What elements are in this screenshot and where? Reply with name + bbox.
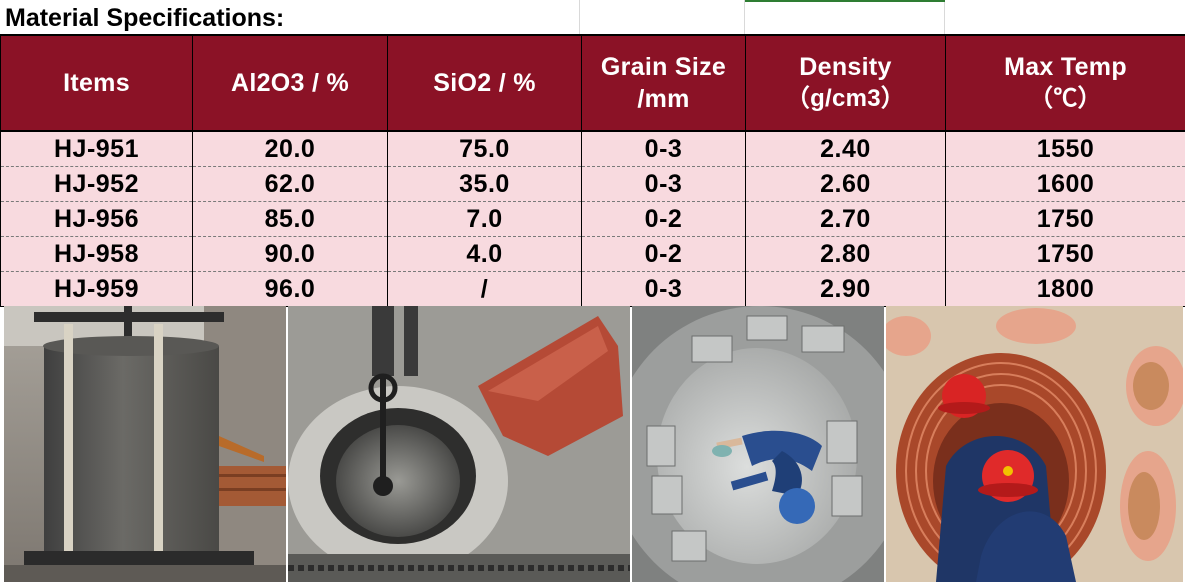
grid-cell	[386, 0, 580, 34]
crucible-photo-illustration	[4, 306, 286, 582]
header-label: Al2O3 / %	[230, 69, 350, 97]
header-label: SiO2 / %	[433, 69, 536, 97]
crucible-chain-photo-illustration	[288, 306, 630, 582]
header-unit: （℃）	[1029, 85, 1102, 112]
grid-cell	[580, 0, 745, 34]
cell-al2o3: 20.0	[192, 131, 388, 167]
header-al2o3: Al2O3 / %	[192, 34, 388, 132]
cell-item: HJ-952	[0, 166, 193, 202]
cell-al2o3: 62.0	[192, 166, 388, 202]
cell-grain-size: 0-2	[581, 236, 746, 272]
cell-density: 2.80	[745, 236, 946, 272]
header-label: Density	[799, 53, 892, 81]
cell-density: 2.90	[745, 271, 946, 307]
cell-sio2: 7.0	[387, 201, 582, 237]
table-header-row: Items Al2O3 / % SiO2 / % Grain Size /mm …	[0, 34, 1185, 132]
lined-induction-crucible-photo	[4, 306, 286, 582]
header-unit: （g/cm3）	[785, 85, 906, 112]
table-row: HJ-956 85.0 7.0 0-2 2.70 1750	[0, 201, 1185, 237]
cell-grain-size: 0-3	[581, 166, 746, 202]
header-label: Max Temp	[1004, 53, 1127, 81]
table-row: HJ-951 20.0 75.0 0-3 2.40 1550	[0, 131, 1185, 167]
header-grain-size: Grain Size /mm	[581, 34, 746, 132]
worker-lining-photo-illustration	[632, 306, 884, 582]
cell-sio2: /	[387, 271, 582, 307]
worker-installing-lining-inside-furnace-photo	[632, 306, 884, 582]
cell-density: 2.60	[745, 166, 946, 202]
cell-max-temp: 1750	[945, 236, 1185, 272]
brick-lining-photo-illustration	[886, 306, 1183, 582]
cell-item: HJ-959	[0, 271, 193, 307]
header-unit: /mm	[637, 85, 690, 113]
crucible-lining-with-lifting-chain-photo	[288, 306, 630, 582]
cell-max-temp: 1800	[945, 271, 1185, 307]
cell-al2o3: 85.0	[192, 201, 388, 237]
cell-max-temp: 1550	[945, 131, 1185, 167]
cell-max-temp: 1600	[945, 166, 1185, 202]
header-label: Items	[63, 69, 130, 97]
table-row: HJ-959 96.0 / 0-3 2.90 1800	[0, 271, 1185, 307]
cell-al2o3: 96.0	[192, 271, 388, 307]
cell-sio2: 75.0	[387, 131, 582, 167]
title-row: Material Specifications:	[0, 0, 1185, 34]
cell-al2o3: 90.0	[192, 236, 388, 272]
grid-cell	[745, 0, 945, 34]
header-items: Items	[0, 34, 193, 132]
cell-item: HJ-958	[0, 236, 193, 272]
cell-item: HJ-956	[0, 201, 193, 237]
cell-sio2: 4.0	[387, 236, 582, 272]
sheet-title: Material Specifications:	[5, 4, 285, 32]
header-density: Density （g/cm3）	[745, 34, 946, 132]
table-row: HJ-958 90.0 4.0 0-2 2.80 1750	[0, 236, 1185, 272]
cell-grain-size: 0-2	[581, 201, 746, 237]
cell-density: 2.70	[745, 201, 946, 237]
header-label: Grain Size	[600, 53, 727, 81]
cell-grain-size: 0-3	[581, 131, 746, 167]
workers-in-red-helmets-building-brick-lining-photo	[886, 306, 1183, 582]
cell-item: HJ-951	[0, 131, 193, 167]
grid-cell	[945, 0, 1185, 34]
material-spec-table: Items Al2O3 / % SiO2 / % Grain Size /mm …	[0, 34, 1185, 307]
header-sio2: SiO2 / %	[387, 34, 582, 132]
cell-sio2: 35.0	[387, 166, 582, 202]
cell-max-temp: 1750	[945, 201, 1185, 237]
header-max-temp: Max Temp （℃）	[945, 34, 1185, 132]
cell-grain-size: 0-3	[581, 271, 746, 307]
table-row: HJ-952 62.0 35.0 0-3 2.60 1600	[0, 166, 1185, 202]
selected-cell-indicator	[745, 0, 945, 2]
cell-density: 2.40	[745, 131, 946, 167]
